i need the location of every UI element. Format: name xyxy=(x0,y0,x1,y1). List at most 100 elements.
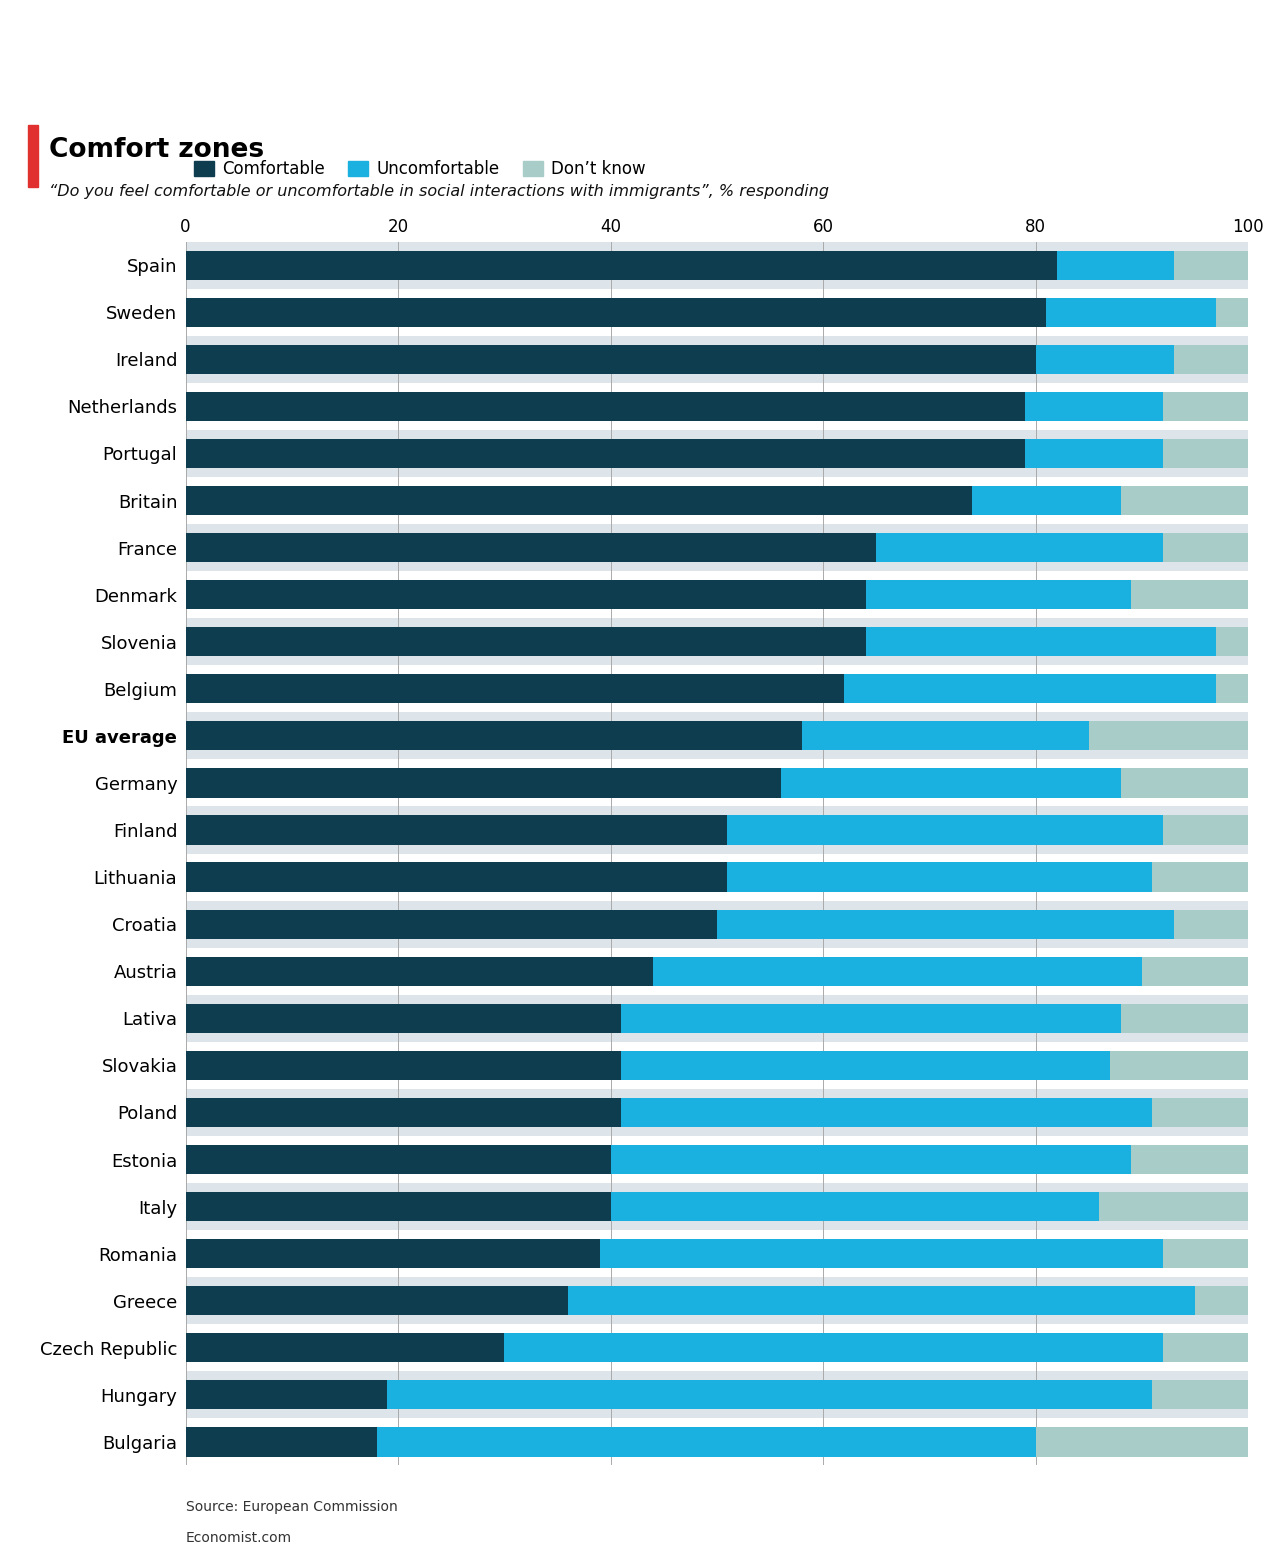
Bar xyxy=(1164,1333,1248,1363)
Bar xyxy=(1057,251,1174,279)
Bar xyxy=(1152,1380,1248,1409)
Bar xyxy=(186,1041,1248,1088)
Bar xyxy=(1174,909,1248,939)
Bar xyxy=(611,1144,1132,1174)
Bar xyxy=(1142,957,1248,985)
Bar xyxy=(186,1372,1248,1419)
Bar xyxy=(621,1098,1152,1127)
Bar xyxy=(186,901,1248,948)
Bar xyxy=(186,1380,388,1409)
Bar xyxy=(186,1277,1248,1324)
Bar xyxy=(727,862,1152,892)
Bar xyxy=(1110,1051,1248,1080)
Bar xyxy=(727,815,1164,845)
Text: Source: European Commission: Source: European Commission xyxy=(186,1500,397,1514)
Bar xyxy=(611,1193,1100,1221)
Bar xyxy=(1196,1286,1248,1316)
Bar xyxy=(186,242,1248,288)
Bar xyxy=(1120,486,1248,514)
Bar xyxy=(621,1051,1110,1080)
Bar xyxy=(186,666,1248,712)
Bar xyxy=(568,1286,1196,1316)
Bar xyxy=(186,1419,1248,1465)
Bar xyxy=(1036,1428,1248,1456)
Bar xyxy=(1152,862,1248,892)
Bar xyxy=(801,722,1089,750)
Bar xyxy=(1216,673,1248,703)
Bar xyxy=(186,384,1248,430)
Bar xyxy=(186,712,1248,759)
Text: Economist.com: Economist.com xyxy=(186,1531,292,1545)
Bar xyxy=(186,1239,600,1267)
Bar xyxy=(1216,627,1248,656)
Bar xyxy=(186,1098,621,1127)
Bar xyxy=(1120,769,1248,798)
Bar xyxy=(1036,345,1174,374)
Bar xyxy=(1216,298,1248,327)
Bar xyxy=(186,1324,1248,1372)
Bar xyxy=(186,1051,621,1080)
Bar xyxy=(186,533,877,563)
Bar xyxy=(845,673,1216,703)
Bar xyxy=(186,1144,611,1174)
Bar xyxy=(877,533,1164,563)
Bar xyxy=(186,440,1025,468)
Bar xyxy=(186,430,1248,477)
Bar xyxy=(186,298,1046,327)
Bar xyxy=(1164,533,1248,563)
Bar xyxy=(186,288,1248,335)
Bar xyxy=(186,1183,1248,1230)
Bar xyxy=(504,1333,1164,1363)
Bar xyxy=(865,580,1132,610)
Bar xyxy=(186,345,1036,374)
Bar xyxy=(1132,1144,1248,1174)
Bar xyxy=(186,995,1248,1041)
Bar xyxy=(186,335,1248,384)
Bar xyxy=(1089,722,1248,750)
Bar xyxy=(186,1230,1248,1277)
Bar xyxy=(186,673,845,703)
Bar xyxy=(1025,440,1164,468)
Bar xyxy=(186,619,1248,666)
Bar xyxy=(186,1193,611,1221)
Bar xyxy=(653,957,1142,985)
Bar xyxy=(972,486,1120,514)
Bar xyxy=(1025,391,1164,421)
Bar xyxy=(186,1286,568,1316)
Bar xyxy=(1174,251,1248,279)
Bar xyxy=(186,948,1248,995)
Bar xyxy=(1100,1193,1248,1221)
Bar xyxy=(186,1428,376,1456)
Bar xyxy=(1132,580,1248,610)
Bar xyxy=(186,806,1248,854)
Bar xyxy=(621,1004,1120,1034)
Bar xyxy=(865,627,1216,656)
Bar xyxy=(1164,1239,1248,1267)
Bar xyxy=(186,909,717,939)
Bar xyxy=(186,251,1057,279)
Bar xyxy=(186,627,865,656)
Bar xyxy=(186,854,1248,901)
Bar xyxy=(717,909,1174,939)
Bar xyxy=(186,524,1248,571)
Text: “Do you feel comfortable or uncomfortable in social interactions with immigrants: “Do you feel comfortable or uncomfortabl… xyxy=(49,184,828,200)
Bar xyxy=(600,1239,1164,1267)
Legend: Comfortable, Uncomfortable, Don’t know: Comfortable, Uncomfortable, Don’t know xyxy=(195,161,646,178)
Bar xyxy=(1174,345,1248,374)
Bar xyxy=(186,862,727,892)
Bar xyxy=(186,391,1025,421)
Bar xyxy=(1046,298,1216,327)
Bar xyxy=(186,486,972,514)
Bar xyxy=(186,759,1248,806)
Bar xyxy=(186,1004,621,1034)
Bar xyxy=(1164,440,1248,468)
Bar xyxy=(1164,815,1248,845)
Text: Comfort zones: Comfort zones xyxy=(49,137,264,164)
Bar xyxy=(186,571,1248,619)
Bar xyxy=(186,769,781,798)
Bar xyxy=(186,815,727,845)
Bar xyxy=(186,1333,504,1363)
Bar xyxy=(186,477,1248,524)
Bar xyxy=(781,769,1120,798)
Bar xyxy=(186,1137,1248,1183)
